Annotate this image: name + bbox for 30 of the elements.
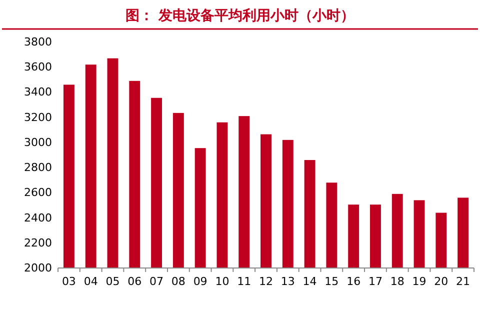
y-tick-label: 2000 — [24, 262, 52, 274]
y-tick-label: 3600 — [24, 60, 52, 74]
y-tick-label: 3800 — [24, 36, 52, 48]
x-tick-label: 17 — [368, 275, 382, 288]
x-tick-label: 20 — [434, 275, 448, 288]
y-tick-label: 2800 — [24, 161, 52, 174]
x-tick-label: 21 — [456, 275, 470, 288]
x-tick-label: 16 — [346, 275, 361, 288]
x-tick-label: 14 — [302, 275, 317, 288]
x-tick-label: 15 — [324, 275, 339, 288]
x-tick-label: 09 — [193, 275, 208, 288]
x-tick-label: 07 — [150, 275, 164, 288]
x-tick-label: 03 — [62, 275, 76, 288]
x-tick-label: 08 — [171, 275, 186, 288]
x-tick-label: 10 — [215, 275, 230, 288]
y-tick-label: 2600 — [24, 186, 52, 200]
x-tick-label: 04 — [84, 275, 98, 288]
y-tick-label: 2200 — [24, 236, 52, 250]
y-tick-label: 3000 — [24, 136, 52, 149]
x-tick-label: 13 — [280, 275, 295, 288]
x-tick-label: 12 — [259, 275, 273, 288]
y-tick-label: 2400 — [24, 211, 52, 224]
chart-title: 图： 发电设备平均利用小时（小时） — [126, 8, 354, 24]
x-tick-label: 18 — [390, 275, 404, 288]
y-tick-label: 3200 — [24, 110, 52, 124]
y-tick-label: 3400 — [24, 86, 52, 99]
x-tick-label: 11 — [237, 275, 252, 288]
x-tick-label: 06 — [128, 275, 142, 288]
x-tick-label: 19 — [412, 275, 426, 288]
x-tick-label: 05 — [106, 275, 120, 288]
